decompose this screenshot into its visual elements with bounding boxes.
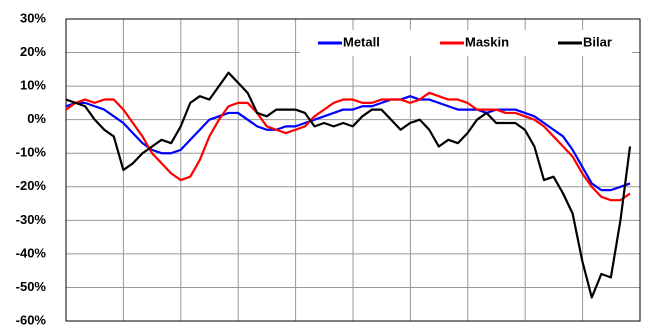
y-tick-label: -30% <box>16 212 47 227</box>
y-tick-label: -40% <box>16 245 47 260</box>
y-tick-label: 10% <box>20 78 46 93</box>
legend-label: Maskin <box>465 34 509 49</box>
legend-label: Bilar <box>583 34 612 49</box>
y-tick-label: 0% <box>27 111 46 126</box>
y-tick-label: 30% <box>20 10 46 25</box>
y-tick-label: -50% <box>16 279 47 294</box>
series-line <box>65 91 631 202</box>
y-tick-label: -10% <box>16 145 47 160</box>
series-line <box>65 71 632 299</box>
y-tick-label: 20% <box>20 44 46 59</box>
plot-frame <box>65 18 641 322</box>
y-tick-label: -60% <box>16 312 47 327</box>
legend-label: Metall <box>343 34 380 49</box>
series-line <box>65 95 631 192</box>
y-tick-label: -20% <box>16 178 47 193</box>
